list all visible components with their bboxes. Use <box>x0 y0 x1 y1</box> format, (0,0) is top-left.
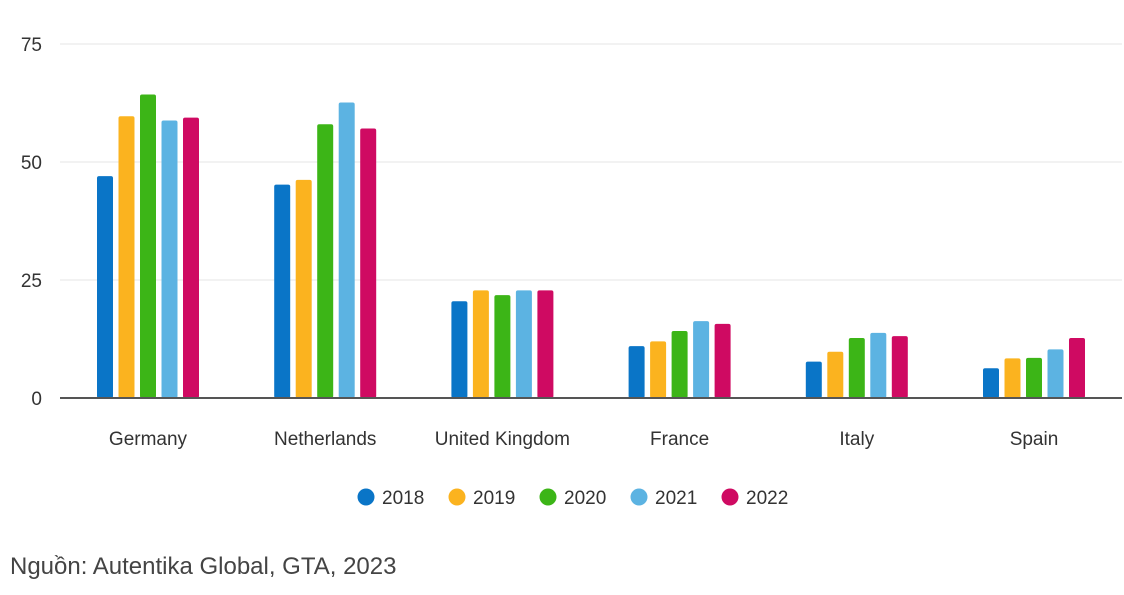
bar-spain-2019 <box>1004 358 1021 398</box>
x-category-label: United Kingdom <box>435 429 570 450</box>
y-tick-label: 50 <box>21 153 42 174</box>
y-tick-label: 0 <box>31 389 42 410</box>
legend-label: 2022 <box>746 488 788 509</box>
legend-marker <box>539 488 557 506</box>
bars <box>97 94 1085 399</box>
bar-chart: 0 25 50 75 Germany Netherlands United Kingdom… <box>21 35 1122 509</box>
x-category-label: Spain <box>1010 429 1059 450</box>
bar-italy-2022 <box>891 336 908 398</box>
x-category-label: Italy <box>839 429 874 450</box>
bar-united-kingdom-2022 <box>537 290 554 398</box>
bar-netherlands-2018 <box>274 184 291 398</box>
bar-france-2022 <box>714 323 731 398</box>
x-category-label: Netherlands <box>274 429 376 450</box>
y-tick-label: 75 <box>21 35 42 56</box>
bar-spain-2020 <box>1026 357 1042 398</box>
bar-france-2018 <box>628 346 645 398</box>
bar-france-2020 <box>671 330 688 398</box>
y-tick-label: 25 <box>21 271 42 292</box>
legend-item-2022[interactable]: 2022 <box>721 488 789 509</box>
bar-spain-2018 <box>983 368 999 398</box>
legend-item-2018[interactable]: 2018 <box>357 488 425 509</box>
legend: 2018 2019 2020 2021 2022 <box>357 488 789 509</box>
bar-germany-2020 <box>140 94 156 398</box>
legend-marker <box>721 488 739 506</box>
source-note: Nguồn: Autentika Global, GTA, 2023 <box>10 553 397 580</box>
legend-item-2021[interactable]: 2021 <box>630 488 698 509</box>
legend-marker <box>357 488 375 506</box>
bar-spain-2021 <box>1047 349 1064 398</box>
legend-item-2019[interactable]: 2019 <box>448 488 516 509</box>
bar-france-2019 <box>650 341 667 398</box>
bar-spain-2022 <box>1069 338 1085 398</box>
legend-label: 2018 <box>382 488 424 509</box>
x-category-label: France <box>650 429 709 450</box>
bar-netherlands-2020 <box>317 124 334 399</box>
bar-germany-2021 <box>161 120 178 399</box>
legend-marker <box>448 488 466 506</box>
bar-netherlands-2022 <box>360 128 377 398</box>
bar-germany-2019 <box>118 116 135 398</box>
legend-item-2020[interactable]: 2020 <box>539 488 607 509</box>
bar-france-2021 <box>693 321 710 398</box>
x-category-label: Germany <box>109 429 188 450</box>
bar-italy-2020 <box>848 338 865 398</box>
bar-italy-2018 <box>805 361 822 398</box>
bar-netherlands-2019 <box>295 179 312 398</box>
gridlines <box>60 43 1122 281</box>
x-axis-categories: Germany Netherlands United Kingdom France It… <box>109 429 1058 450</box>
bar-united-kingdom-2020 <box>494 295 511 398</box>
bar-italy-2019 <box>827 351 844 398</box>
bar-united-kingdom-2021 <box>515 290 532 398</box>
bar-germany-2018 <box>97 176 113 398</box>
bar-italy-2021 <box>870 332 887 398</box>
bar-germany-2022 <box>183 117 199 398</box>
y-axis-ticks: 0 25 50 75 <box>21 35 42 410</box>
bar-netherlands-2021 <box>338 102 355 398</box>
bar-united-kingdom-2019 <box>472 290 489 398</box>
legend-marker <box>630 488 648 506</box>
bar-united-kingdom-2018 <box>451 301 468 398</box>
legend-label: 2020 <box>564 488 606 509</box>
legend-label: 2019 <box>473 488 515 509</box>
legend-label: 2021 <box>655 488 697 509</box>
